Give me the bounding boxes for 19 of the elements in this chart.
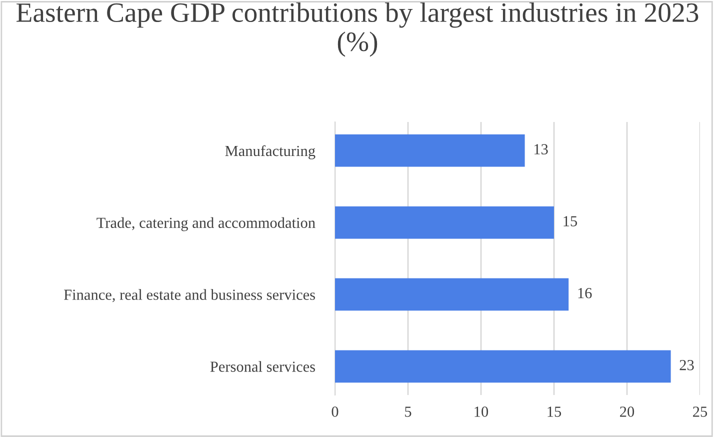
bar <box>335 350 671 383</box>
x-tick-label: 15 <box>548 406 562 417</box>
data-label: 15 <box>564 216 578 226</box>
data-label: 16 <box>578 288 592 298</box>
x-tick-label: 0 <box>332 406 338 417</box>
bar <box>335 278 569 311</box>
data-label: 13 <box>534 144 548 154</box>
bar <box>335 134 525 167</box>
y-tick-label: Personal services <box>210 361 315 372</box>
bar <box>335 206 554 239</box>
x-tick-label: 5 <box>405 406 412 417</box>
data-label: 23 <box>680 360 694 370</box>
y-tick-label: Manufacturing <box>225 145 316 160</box>
x-tick-label: 25 <box>693 406 708 417</box>
y-tick-label: Finance, real estate and business services <box>64 289 315 302</box>
y-tick-label: Trade, catering and accommodation <box>96 217 316 232</box>
x-tick-label: 20 <box>620 406 634 417</box>
chart-title: Eastern Cape GDP contributions by largest industries in 2023 (%) <box>16 2 698 57</box>
x-tick-label: 10 <box>474 406 488 417</box>
